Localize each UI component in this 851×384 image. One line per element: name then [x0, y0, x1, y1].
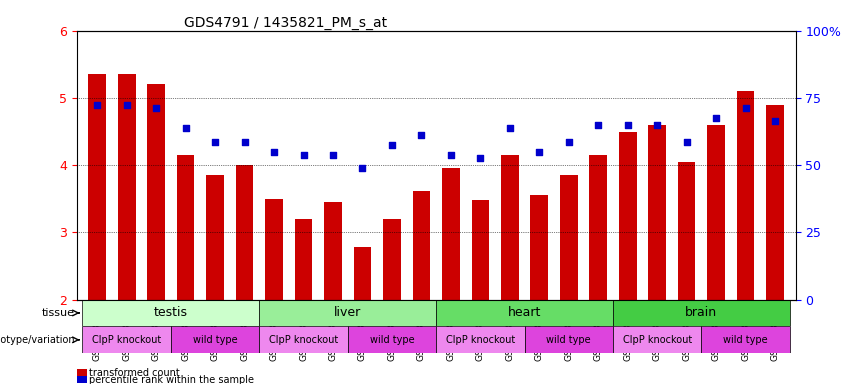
Point	[386, 142, 399, 148]
Point	[768, 118, 782, 124]
Bar	[707, 125, 725, 300]
Point	[709, 115, 722, 121]
Point	[680, 139, 694, 145]
Bar	[501, 155, 518, 300]
Point	[267, 149, 281, 155]
Point	[208, 139, 222, 145]
Text: wild type: wild type	[193, 335, 237, 345]
Bar	[737, 91, 755, 300]
Bar	[383, 219, 401, 300]
Text: genotype/variation: genotype/variation	[0, 335, 75, 345]
Text: tissue: tissue	[42, 308, 75, 318]
FancyBboxPatch shape	[348, 326, 437, 353]
Point	[297, 152, 311, 158]
Point	[120, 101, 134, 108]
Bar	[294, 219, 312, 300]
Text: wild type: wild type	[369, 335, 414, 345]
Text: wild type: wild type	[546, 335, 591, 345]
Point	[444, 152, 458, 158]
Point	[650, 122, 664, 128]
Bar	[117, 74, 135, 300]
Text: ClpP knockout: ClpP knockout	[446, 335, 515, 345]
Point	[90, 101, 104, 108]
FancyBboxPatch shape	[260, 326, 348, 353]
FancyBboxPatch shape	[83, 326, 171, 353]
Point	[326, 152, 340, 158]
Point	[739, 105, 752, 111]
Point	[237, 139, 251, 145]
Point	[356, 166, 369, 172]
Point	[562, 139, 575, 145]
Bar	[471, 200, 489, 300]
Point	[414, 132, 428, 138]
FancyBboxPatch shape	[437, 300, 613, 326]
Point	[533, 149, 546, 155]
Text: wild type: wild type	[723, 335, 768, 345]
Text: transformed count: transformed count	[89, 368, 180, 378]
Text: ClpP knockout: ClpP knockout	[269, 335, 338, 345]
Text: percentile rank within the sample: percentile rank within the sample	[89, 375, 254, 384]
Bar	[677, 162, 695, 300]
Bar	[206, 175, 224, 300]
Text: testis: testis	[154, 306, 188, 319]
Text: ClpP knockout: ClpP knockout	[623, 335, 692, 345]
Bar	[324, 202, 342, 300]
Text: brain: brain	[685, 306, 717, 319]
Point	[621, 122, 635, 128]
FancyBboxPatch shape	[260, 300, 437, 326]
Bar	[177, 155, 195, 300]
Point	[591, 122, 605, 128]
Bar	[619, 131, 637, 300]
Bar	[89, 74, 106, 300]
Bar	[766, 104, 784, 300]
Point	[179, 125, 192, 131]
Bar	[354, 247, 371, 300]
Bar	[236, 165, 254, 300]
FancyBboxPatch shape	[524, 326, 613, 353]
Bar	[648, 125, 666, 300]
Bar	[413, 190, 431, 300]
Bar	[560, 175, 578, 300]
Text: heart: heart	[508, 306, 541, 319]
Text: GDS4791 / 1435821_PM_s_at: GDS4791 / 1435821_PM_s_at	[185, 16, 387, 30]
FancyBboxPatch shape	[171, 326, 260, 353]
Text: liver: liver	[334, 306, 362, 319]
Bar	[147, 84, 165, 300]
Point	[473, 156, 487, 162]
FancyBboxPatch shape	[613, 300, 790, 326]
FancyBboxPatch shape	[613, 326, 701, 353]
FancyBboxPatch shape	[437, 326, 524, 353]
Point	[503, 125, 517, 131]
Bar	[442, 169, 460, 300]
FancyBboxPatch shape	[701, 326, 790, 353]
Bar	[590, 155, 607, 300]
Text: ClpP knockout: ClpP knockout	[92, 335, 162, 345]
Bar	[266, 199, 283, 300]
FancyBboxPatch shape	[83, 300, 260, 326]
Point	[150, 105, 163, 111]
Bar	[530, 195, 548, 300]
